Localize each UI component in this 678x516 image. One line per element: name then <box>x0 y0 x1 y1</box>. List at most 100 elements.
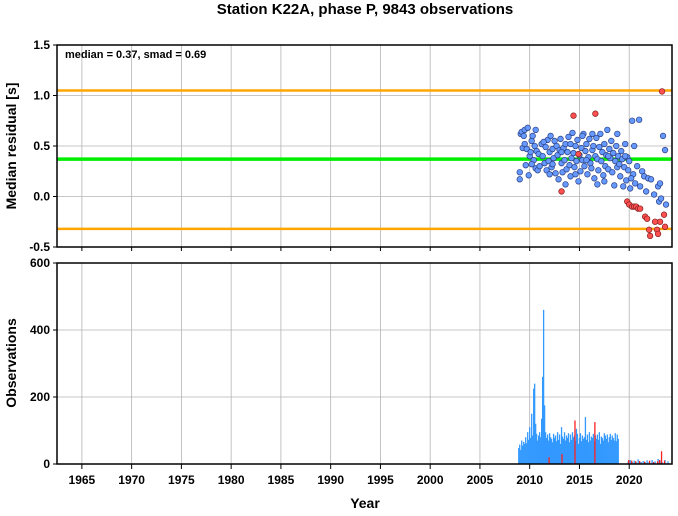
residual-point <box>586 135 593 143</box>
residual-y-tick-label: -0.5 <box>29 240 50 254</box>
residual-point <box>584 171 591 178</box>
residual-point <box>573 157 580 165</box>
residual-point <box>579 132 586 140</box>
residual-point <box>591 175 598 182</box>
residual-point <box>613 142 620 150</box>
residual-point <box>532 126 539 133</box>
residual-point <box>571 164 578 171</box>
residual-point <box>582 147 589 155</box>
residual-outlier-point <box>660 211 668 218</box>
residual-outlier-point <box>661 223 669 230</box>
residual-point <box>565 133 572 141</box>
residual-points <box>516 88 670 240</box>
observations-y-axis-label: Observations <box>3 318 19 408</box>
residual-point <box>598 157 605 165</box>
residual-point <box>575 178 582 185</box>
residual-point <box>558 148 565 156</box>
residual-outlier-point <box>646 232 654 240</box>
residual-point <box>661 146 669 154</box>
residual-point <box>525 172 532 179</box>
x-tick-label: 1990 <box>317 473 344 487</box>
residual-point <box>629 117 636 124</box>
residual-point <box>626 157 633 165</box>
x-tick-label: 1970 <box>118 473 145 487</box>
residual-point <box>594 181 601 188</box>
residual-point <box>564 148 571 156</box>
chart-title: Station K22A, phase P, 9843 observations <box>217 1 514 18</box>
residual-point <box>611 182 618 189</box>
residual-point <box>577 168 584 175</box>
residual-point <box>561 156 568 164</box>
residual-point <box>539 152 546 160</box>
residual-y-tick-label: 0.0 <box>33 190 50 204</box>
residual-point <box>569 129 576 137</box>
residual-point <box>659 132 667 140</box>
residual-point <box>656 180 664 187</box>
residual-point <box>610 149 617 157</box>
residual-point <box>608 137 615 145</box>
residual-point <box>529 132 536 140</box>
residual-point <box>522 162 529 169</box>
x-tick-label: 2000 <box>417 473 444 487</box>
residual-point <box>647 176 655 183</box>
residual-point <box>520 132 527 140</box>
residual-point <box>595 167 602 174</box>
residual-point <box>516 176 523 183</box>
residual-point <box>642 188 650 195</box>
residual-point <box>637 183 644 190</box>
residual-point <box>634 163 641 170</box>
residual-point <box>627 185 634 192</box>
residual-point <box>540 138 547 146</box>
observations-y-tick-label: 0 <box>43 457 50 471</box>
residual-point <box>617 173 624 180</box>
residual-outlier-point <box>570 112 577 119</box>
residual-y-ticks: -0.5 0.0 0.5 1.0 1.5 <box>29 38 630 254</box>
observations-y-ticks: 0 200 400 600 <box>30 256 57 471</box>
residual-point <box>581 163 588 170</box>
residual-point <box>552 170 559 177</box>
residual-point <box>562 181 569 188</box>
residual-point <box>589 130 596 138</box>
residual-point <box>628 175 635 182</box>
residual-point <box>632 180 639 187</box>
residual-point <box>662 201 670 208</box>
residual-point <box>516 169 523 176</box>
residual-point <box>622 140 629 148</box>
residual-outlier-point <box>658 88 666 95</box>
residual-outlier-point <box>558 188 565 195</box>
residual-point <box>593 134 600 142</box>
residual-point <box>528 137 535 145</box>
x-tick-label: 2010 <box>516 473 543 487</box>
residual-point <box>567 140 574 148</box>
x-tick-label: 2020 <box>616 473 643 487</box>
x-tick-label: 1980 <box>218 473 245 487</box>
residual-point <box>547 132 554 140</box>
x-tick-label: 1975 <box>168 473 195 487</box>
observations-x-ticks: 1965 1970 1975 1980 1985 1990 1995 2000 2005 2010… <box>69 464 643 487</box>
residual-point <box>605 152 612 160</box>
residual-outlier-point <box>654 230 662 238</box>
x-tick-label: 1985 <box>268 473 295 487</box>
residual-point <box>536 163 543 170</box>
residual-point <box>588 165 595 172</box>
residual-point <box>601 178 608 185</box>
residual-point <box>590 142 597 150</box>
residual-outlier-point <box>575 150 582 158</box>
residual-point <box>557 135 564 143</box>
residual-point <box>614 130 621 138</box>
residual-point <box>601 140 608 148</box>
residual-point <box>528 161 535 168</box>
residual-y-tick-label: 1.5 <box>33 38 50 52</box>
residual-point <box>570 149 577 157</box>
residual-point <box>583 140 590 148</box>
residual-point <box>620 183 627 190</box>
residual-point <box>527 148 534 156</box>
observations-y-tick-label: 400 <box>30 323 50 337</box>
x-tick-label: 2005 <box>467 473 494 487</box>
residual-point <box>572 171 579 178</box>
residual-point <box>596 143 603 151</box>
x-tick-label: 2015 <box>566 473 593 487</box>
observations-frame <box>56 262 673 465</box>
